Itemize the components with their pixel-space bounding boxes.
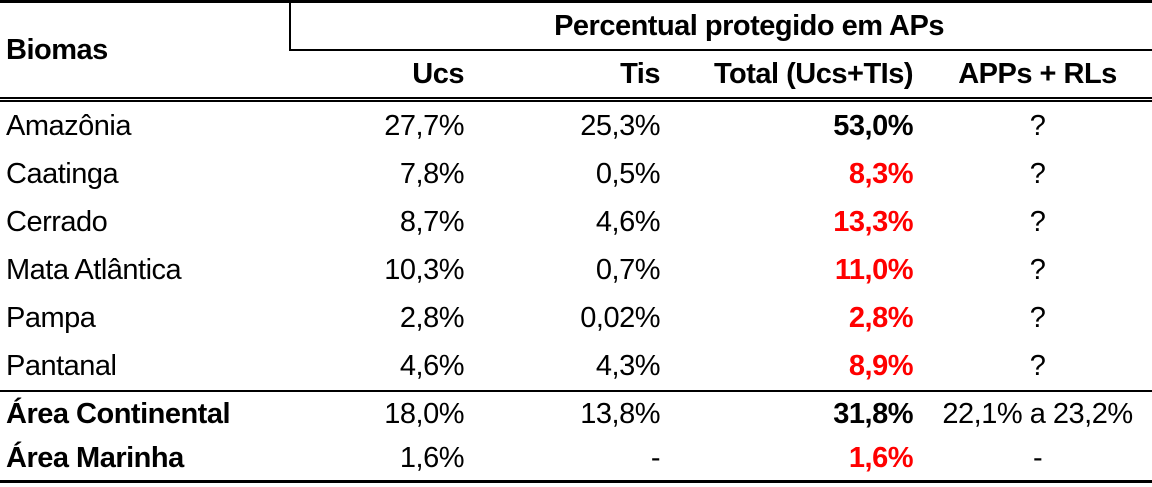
cell-tis: 0,7% <box>595 253 661 286</box>
column-header-apps-rls: APPs + RLs <box>923 50 1152 102</box>
column-header-tis: Tis <box>474 50 670 102</box>
cell-apps-rls: ? <box>1029 109 1046 142</box>
cell-ucs: 10,3% <box>384 253 464 286</box>
cell-apps-rls: ? <box>1029 301 1046 334</box>
cell-ucs: 18,0% <box>384 397 464 430</box>
cell-ucs: 2,8% <box>399 301 465 334</box>
biome-name: Amazônia <box>6 109 131 142</box>
cell-apps-rls: ? <box>1029 205 1046 238</box>
cell-apps-rls: ? <box>1029 157 1046 190</box>
table-row-pantanal: Pantanal 4,6% 4,3% 8,9% ? <box>0 342 1152 392</box>
cell-tis: 13,8% <box>580 397 660 430</box>
summary-row-name: Área Continental <box>6 397 231 430</box>
column-header-total: Total (Ucs+TIs) <box>670 50 923 102</box>
cell-total: 2,8% <box>848 301 914 334</box>
cell-tis: 4,6% <box>595 205 661 238</box>
cell-ucs: 7,8% <box>399 157 465 190</box>
cell-ucs: 4,6% <box>290 342 474 392</box>
row-header-biomas: Biomas <box>0 1 290 102</box>
cell-ucs: 1,6% <box>399 441 465 474</box>
cell-tis: 0,02% <box>580 301 660 334</box>
table-row-cerrado: Cerrado 8,7% 4,6% 13,3% ? <box>0 198 1152 246</box>
table-title: Percentual protegido em APs <box>288 1 1152 51</box>
table-row-mata-atlantica: Mata Atlântica 10,3% 0,7% 11,0% ? <box>0 246 1152 294</box>
table-row-caatinga: Caatinga 7,8% 0,5% 8,3% ? <box>0 150 1152 198</box>
cell-total: 1,6% <box>848 441 914 474</box>
cell-tis: 0,5% <box>595 157 661 190</box>
biome-name: Pampa <box>6 301 96 334</box>
cell-apps-rls: - <box>1032 441 1043 474</box>
cell-apps-rls: ? <box>923 342 1152 392</box>
cell-tis: - <box>650 441 661 474</box>
cell-total: 11,0% <box>834 253 914 286</box>
header-row-span: Biomas Percentual protegido em APs <box>0 1 1152 102</box>
cell-total: 8,3% <box>848 157 914 190</box>
table-row-area-marinha: Área Marinha 1,6% - 1,6% - <box>0 436 1152 482</box>
cell-ucs: 27,7% <box>384 109 464 142</box>
table-row-pampa: Pampa 2,8% 0,02% 2,8% ? <box>0 294 1152 342</box>
cell-tis: 25,3% <box>580 109 660 142</box>
cell-total: 8,9% <box>670 342 923 392</box>
cell-apps-rls: 22,1% a 23,2% <box>942 397 1133 430</box>
table-row-amazonia: Amazônia 27,7% 25,3% 53,0% ? <box>0 100 1152 151</box>
biome-name: Mata Atlântica <box>6 253 182 286</box>
cell-total: 13,3% <box>833 205 913 238</box>
column-header-ucs: Ucs <box>290 50 474 102</box>
cell-apps-rls: ? <box>1029 253 1046 286</box>
biome-name: Cerrado <box>6 205 108 238</box>
cell-tis: 4,3% <box>474 342 670 392</box>
biome-name: Pantanal <box>0 342 290 392</box>
summary-row-name: Área Marinha <box>6 441 184 474</box>
header-row-columns: Ucs Tis Total (Ucs+TIs) APPs + RLs <box>0 50 1152 102</box>
cell-total: 31,8% <box>833 397 913 430</box>
table-row-area-continental: Área Continental 18,0% 13,8% 31,8% 22,1%… <box>0 391 1152 436</box>
cell-ucs: 8,7% <box>399 205 465 238</box>
cell-total: 53,0% <box>833 109 913 142</box>
biome-name: Caatinga <box>6 157 119 190</box>
